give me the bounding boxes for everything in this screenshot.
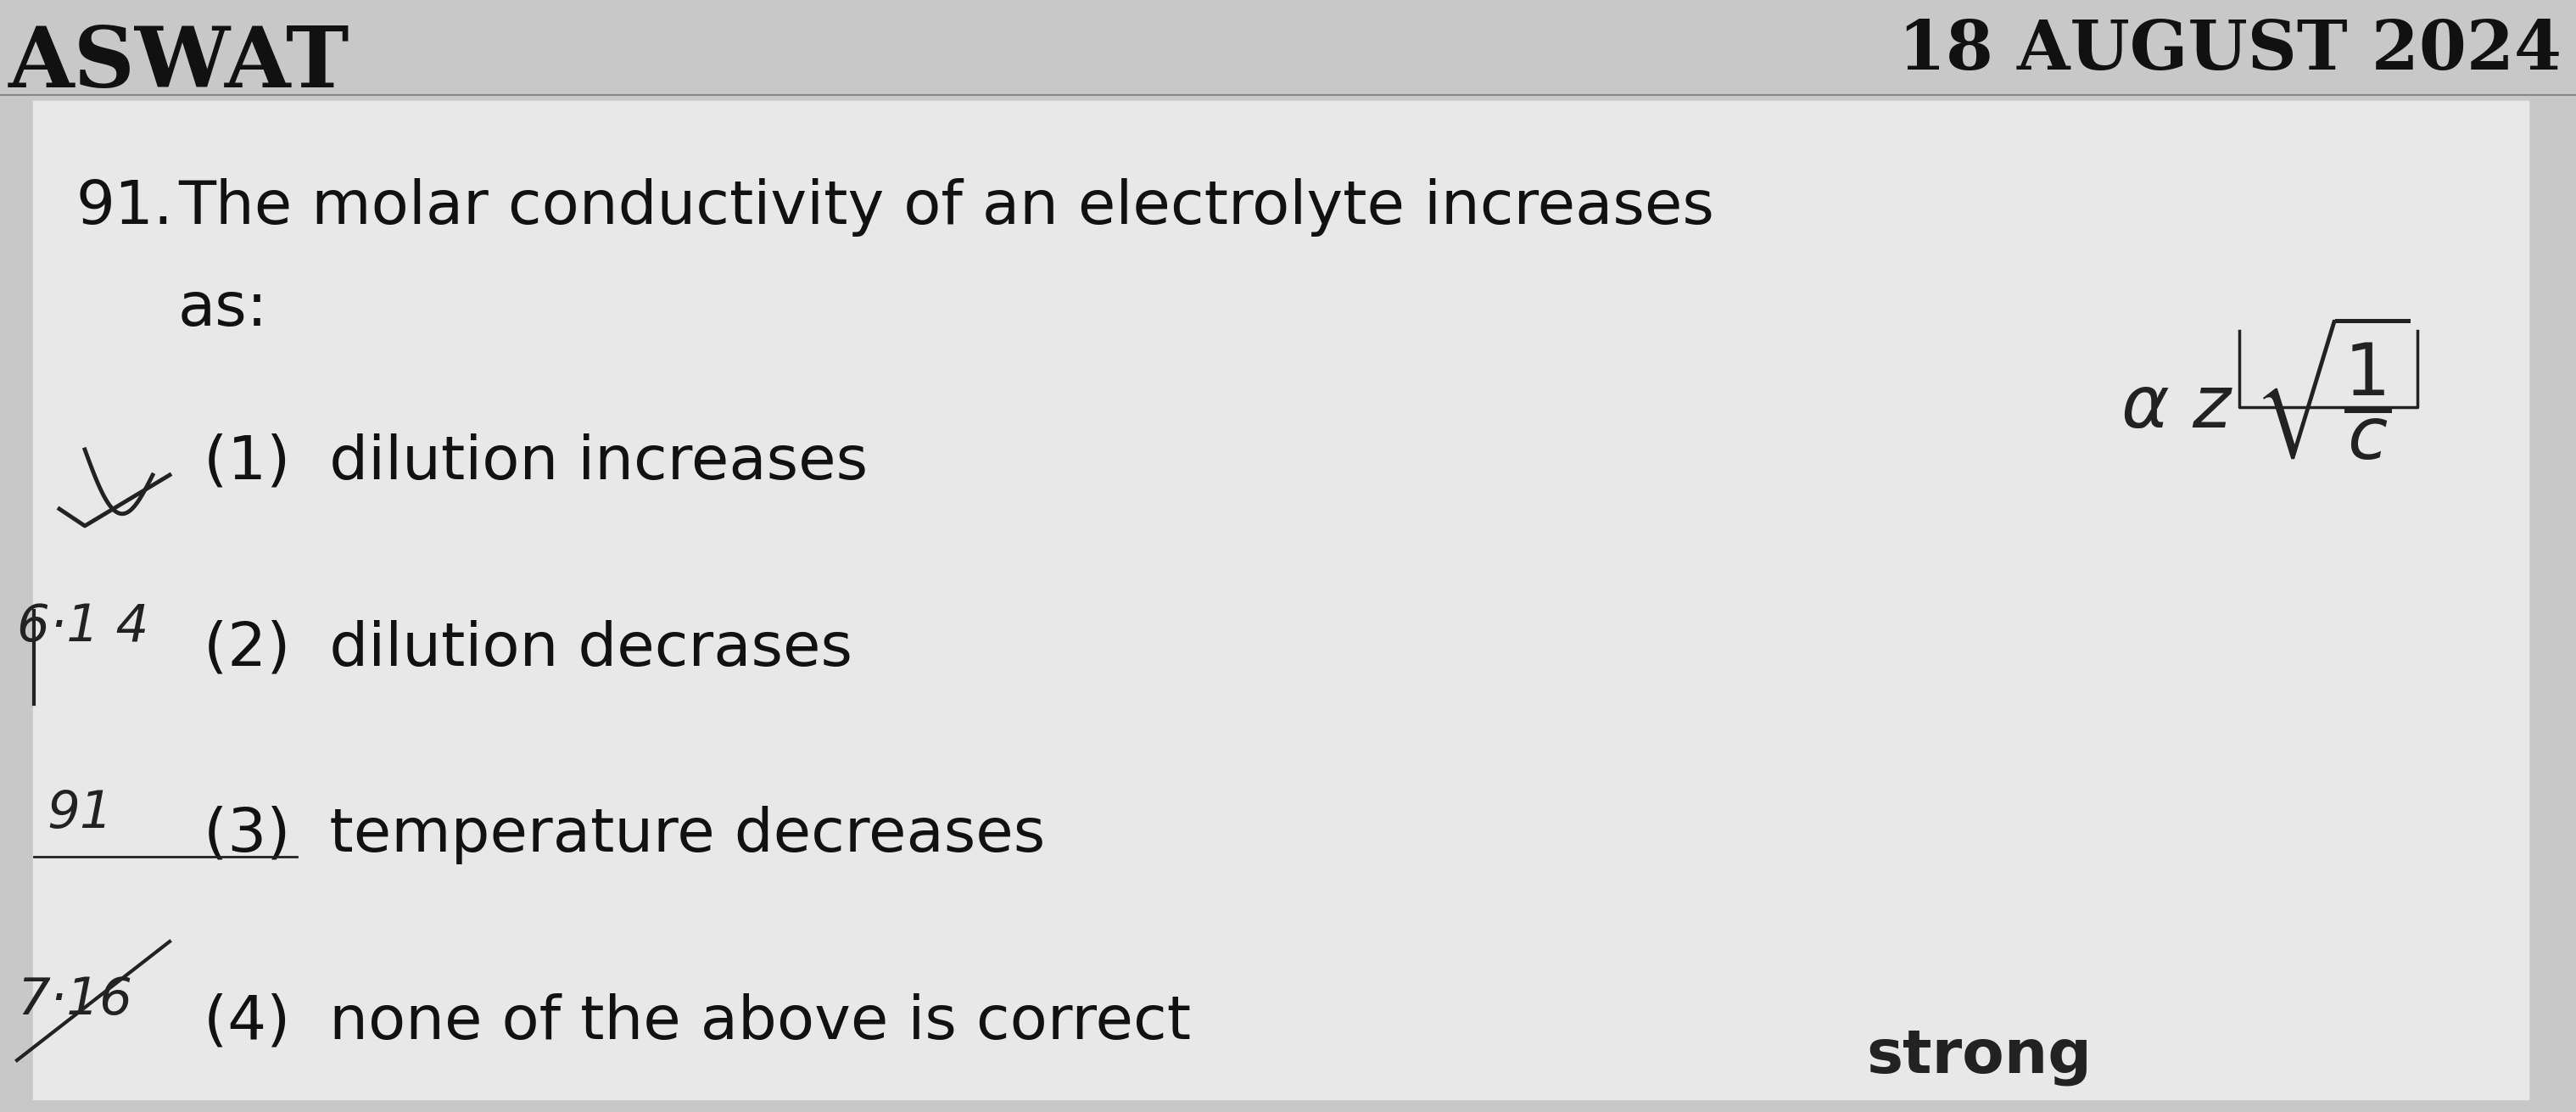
Text: as:: as: [178,280,268,338]
Text: 91.: 91. [77,178,173,237]
Bar [0,0,2576,93]
Text: (4)  none of the above is correct: (4) none of the above is correct [204,992,1190,1051]
Text: 7·16: 7·16 [18,975,131,1025]
Text: The molar conductivity of an electrolyte increases: The molar conductivity of an electrolyte… [178,178,1713,237]
Text: 6·1 4: 6·1 4 [18,603,149,653]
Text: (1)  dilution increases: (1) dilution increases [204,433,868,492]
Text: $\alpha\ \mathit{z}\ \sqrt{\dfrac{1}{c}}$: $\alpha\ \mathit{z}\ \sqrt{\dfrac{1}{c}}… [2120,314,2411,463]
Text: 91: 91 [46,788,113,838]
Text: (3)  temperature decreases: (3) temperature decreases [204,806,1046,864]
Text: 18 AUGUST 2024: 18 AUGUST 2024 [1899,18,2561,85]
Text: strong: strong [1865,1027,2092,1085]
Text: (2)  dilution decrases: (2) dilution decrases [204,619,853,677]
Bar [33,102,2527,1099]
Text: ASWAT: ASWAT [8,22,350,105]
